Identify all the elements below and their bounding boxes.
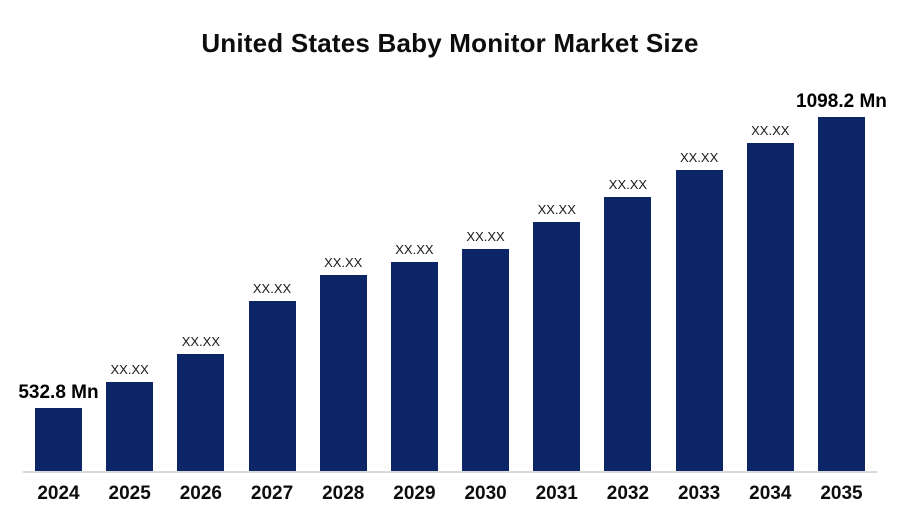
bar-value-label-2024: 532.8 Mn (18, 382, 99, 403)
bar-value-label-2030: XX.XX (466, 229, 505, 244)
x-tick-2035: 2035 (820, 483, 863, 504)
x-tick-2028: 2028 (322, 483, 365, 504)
bar-2025 (106, 382, 154, 472)
bar-2027 (248, 301, 296, 472)
x-tick-2027: 2027 (250, 483, 294, 504)
bar-value-label-2028: XX.XX (324, 255, 363, 270)
bar-value-label-2033: XX.XX (679, 150, 719, 165)
chart-title: United States Baby Monitor Market Size (201, 28, 699, 58)
bar-2035 (817, 117, 865, 472)
bar-value-label-2029: XX.XX (395, 242, 434, 257)
bar-2029 (390, 262, 438, 472)
bar-value-label-2027: XX.XX (252, 281, 292, 296)
bar-2032 (604, 197, 652, 472)
bar-value-label-2026: XX.XX (181, 334, 220, 349)
x-tick-2030: 2030 (464, 483, 507, 504)
bar-value-label-2032: XX.XX (608, 177, 648, 192)
x-tick-2029: 2029 (393, 483, 436, 504)
bar-value-label-2034: XX.XX (751, 123, 790, 138)
bar-2030 (462, 249, 510, 472)
bar-2024 (35, 408, 82, 472)
bar-value-label-2035: 1098.2 Mn (796, 91, 887, 112)
bar-2031 (533, 222, 581, 472)
x-tick-2034: 2034 (749, 483, 792, 504)
x-axis-line (23, 471, 877, 473)
x-tick-2032: 2032 (606, 483, 650, 504)
x-tick-2031: 2031 (535, 483, 578, 504)
bar-value-label-2031: XX.XX (537, 202, 576, 217)
bar-2034 (746, 143, 794, 472)
bar-2028 (319, 275, 367, 472)
x-tick-2024: 2024 (37, 483, 80, 504)
x-tick-2025: 2025 (108, 483, 151, 504)
x-tick-2026: 2026 (179, 483, 222, 504)
x-tick-2033: 2033 (677, 483, 721, 504)
bar-2033 (675, 170, 723, 472)
bar-value-label-2025: XX.XX (110, 362, 149, 377)
bar-2026 (177, 354, 225, 472)
